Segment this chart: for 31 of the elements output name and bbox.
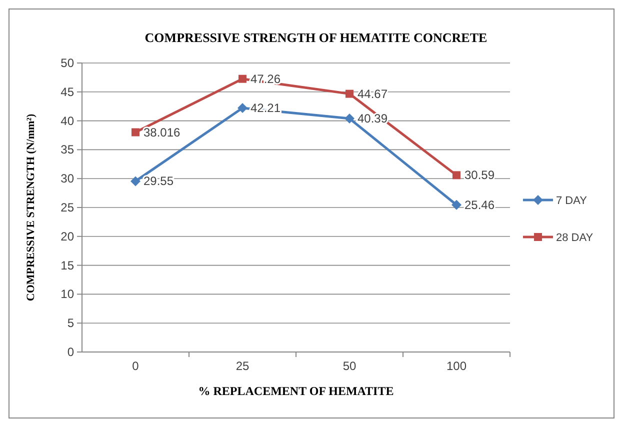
y-tick-label: 35 (60, 142, 74, 157)
y-tick-label: 5 (67, 316, 74, 330)
y-tick-label: 50 (60, 56, 74, 70)
y-tick-label: 25 (60, 200, 74, 214)
point (130, 176, 140, 186)
data-label: 25.46 (464, 198, 495, 212)
point (452, 171, 460, 180)
legend-label: 28 DAY (556, 232, 594, 244)
point (132, 128, 140, 136)
y-tick-label: 40 (60, 114, 74, 128)
x-tick-label: 25 (236, 359, 250, 373)
y-tick-label: 15 (60, 258, 74, 272)
point (238, 74, 246, 83)
x-tick-label: 50 (342, 359, 356, 373)
x-tick-label: 100 (446, 359, 467, 373)
y-tick-label: 30 (60, 172, 74, 186)
data-label: 38.016 (144, 125, 181, 140)
point (238, 103, 248, 114)
y-tick-label: 20 (60, 229, 74, 244)
y-axis-title: COMPRESSIVE STRENGTH (N/mm²) (25, 114, 37, 302)
chart-title: COMPRESSIVE STRENGTH OF HEMATITE CONCRETE (144, 30, 488, 45)
legend-label: 7 DAY (556, 195, 588, 207)
point (346, 90, 354, 98)
y-tick-label: 0 (67, 345, 74, 359)
x-axis-title: % REPLACEMENT OF HEMATITE (198, 384, 394, 398)
x-tick-label: 0 (132, 359, 140, 373)
point (344, 114, 354, 124)
data-label: 30.59 (464, 168, 495, 182)
y-tick-label: 45 (60, 84, 74, 99)
point (452, 200, 462, 210)
y-tick-label: 10 (60, 287, 74, 302)
